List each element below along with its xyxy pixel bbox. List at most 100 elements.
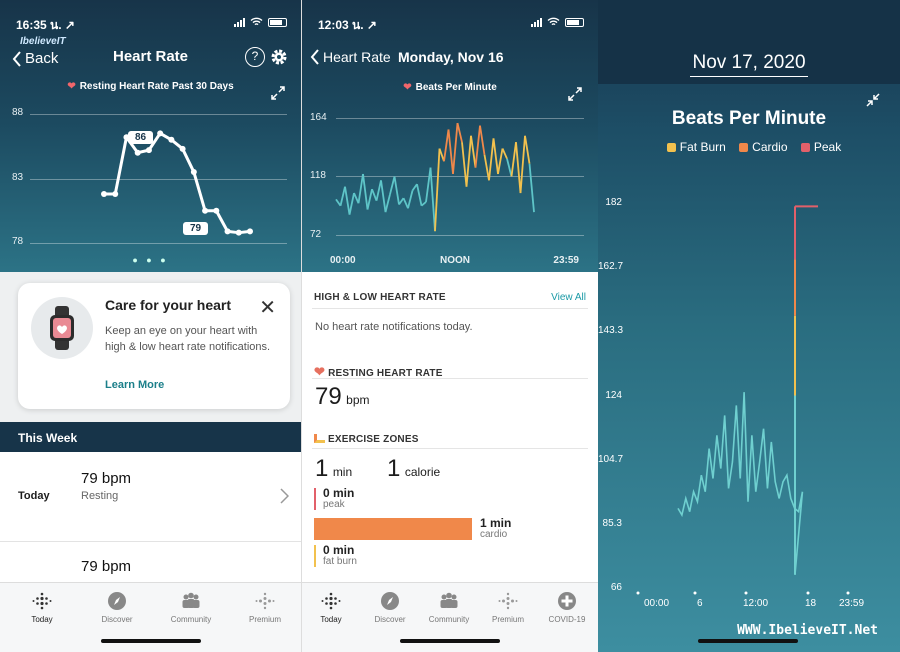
ez-cal-unit: calorie [404,465,441,479]
y-tick: 118 [310,170,326,181]
chart-label-text: Resting Heart Rate Past 30 Days [79,81,234,92]
tab-label: Today [320,615,342,624]
series-segment [384,194,391,213]
heart-rate-screen: 16:35 น. ↗ IbelieveIT Back Heart Rate ? … [0,0,302,652]
expand-icon[interactable] [271,86,285,100]
data-point [168,136,175,143]
home-indicator [100,639,201,643]
series-segment [501,148,508,160]
series-segment [497,148,504,175]
today-icon [321,592,341,610]
tab-label: Premium [248,615,281,624]
tab-label: Discover [374,615,406,624]
back-button[interactable]: Heart Rate [310,49,391,65]
bpm-chart [335,122,535,232]
y-tick: 182 [605,197,622,208]
y-tick: 162.7 [598,261,624,272]
legend-label: Fat Burn [679,140,726,154]
back-button[interactable]: Back [12,50,58,67]
tab-community[interactable]: Community [162,591,220,624]
tab-covid[interactable]: COVID-19 [538,591,596,624]
x-tick-dot [806,591,810,595]
data-point [235,229,242,236]
series-segment [506,158,513,177]
legend-label: Cardio [752,140,788,154]
list-item[interactable]: 79 bpm [0,542,301,632]
gear-icon[interactable] [269,47,289,67]
data-point [101,190,107,197]
data-point [224,228,231,235]
y-tick: 104.7 [598,454,624,465]
row-value: 79 bpm [81,470,132,487]
series-segment [461,142,468,187]
section-title: HIGH & LOW HEART RATE [314,292,446,303]
legend-swatch [666,143,676,152]
close-icon[interactable]: ✕ [259,297,276,319]
zone-value: 0 min [323,543,355,557]
expand-icon[interactable] [568,87,582,101]
y-tick: 124 [605,390,622,401]
ez-cal-value: 1 [387,455,401,482]
tab-discover[interactable]: Discover [88,591,146,624]
tab-label: Today [31,615,53,624]
series-segment [456,122,463,143]
x-tick: 23:59 [839,598,865,609]
data-point [202,207,209,214]
data-point [213,207,220,214]
series-segment [470,135,477,168]
date-selector[interactable]: Nov 17, 2020 [598,52,900,77]
series-segment [447,129,454,175]
tab-premium[interactable]: Premium [236,591,294,624]
card-title: Care for your heart [105,297,232,313]
x-tick-dot [846,591,850,595]
ez-calories: 1 calorie [387,455,440,483]
tab-community[interactable]: Community [420,591,478,624]
tab-label: Community [428,615,470,624]
this-week-header: This Week [0,422,301,452]
x-tick: 23:59 [553,255,579,266]
series-segment [335,198,342,207]
row-day: Today [18,490,50,502]
tab-label: Community [170,615,212,624]
collapse-icon[interactable] [866,93,880,107]
tab-discover[interactable]: Discover [361,591,419,624]
series-segment [465,135,472,187]
landscape-bpm-screen: Nov 17, 2020 Beats Per Minute Fat Burn C… [598,0,900,652]
tab-today[interactable]: Today [302,591,360,624]
zone-bar [314,545,316,567]
data-point [179,145,186,152]
tab-bar: Today Discover Community Premium COVID-1… [302,582,598,652]
view-all-link[interactable]: View All [551,292,586,303]
series-segment [483,154,490,181]
page-title: Heart Rate [112,48,189,65]
x-tick: 12:00 [743,598,769,609]
bpm-detail-chart [636,205,850,595]
tab-premium[interactable]: Premium [479,591,537,624]
y-tick: 164 [310,112,327,123]
watermark: WWW.IbelieveIT.Net [737,623,878,638]
tab-today[interactable]: Today [13,591,71,624]
heart-icon: ❤ [67,81,76,92]
series-segment [371,188,378,201]
series-segment [438,148,445,162]
series-segment [357,173,364,204]
list-item[interactable]: Today 79 bpm Resting [0,452,301,542]
series-segment [425,167,432,203]
help-button[interactable]: ? [245,47,265,67]
zone-text: 0 min peak [323,487,354,510]
zones-icon [314,434,325,443]
series-segment [344,186,351,215]
care-card: Care for your heart ✕ Keep an eye on you… [18,283,290,409]
learn-more-link[interactable]: Learn More [105,379,165,391]
compass-icon [381,592,399,610]
data-point [123,134,130,141]
tab-label: Premium [491,615,524,624]
battery-icon [268,17,287,27]
series-segment [393,176,400,205]
status-icons [531,17,584,27]
row-label: Resting [81,490,119,502]
heart-icon: ❤ [403,82,412,93]
series-segment [488,138,495,181]
tab-label: Discover [101,615,133,624]
rhr-unit: bpm [346,393,370,407]
